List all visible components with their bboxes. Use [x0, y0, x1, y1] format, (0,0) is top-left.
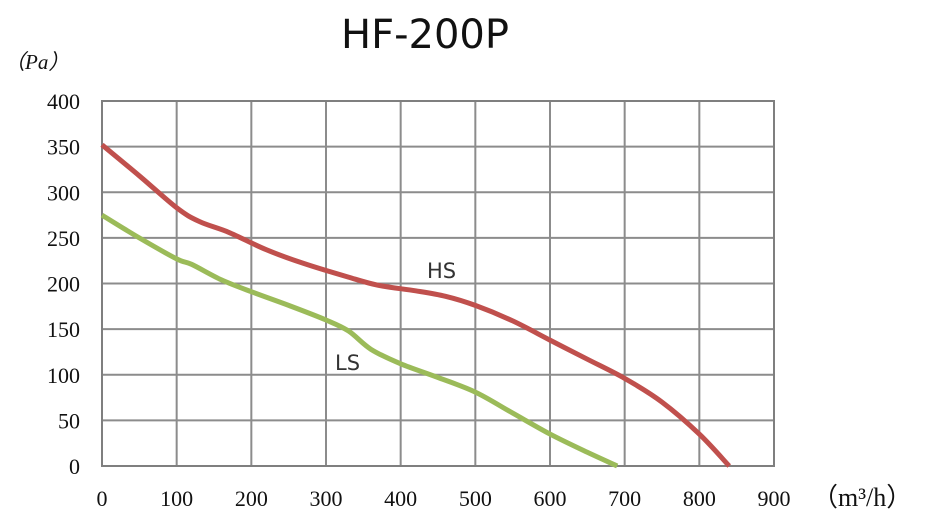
y-tick-label: 200 — [47, 272, 80, 297]
series-lines — [100, 142, 732, 469]
series-label-hs: HS — [427, 259, 456, 283]
x-tick-label: 300 — [310, 486, 343, 511]
series-label-ls: LS — [335, 351, 360, 375]
y-tick-label: 400 — [47, 89, 80, 114]
x-tick-label: 600 — [534, 486, 567, 511]
x-tick-label: 700 — [608, 486, 641, 511]
y-tick-label: 350 — [47, 135, 80, 160]
plot-area-frame — [101, 100, 775, 467]
x-axis-unit-label: （m³/h） — [812, 483, 912, 512]
chart-title: HF-200P — [341, 12, 509, 58]
x-tick-label: 800 — [683, 486, 716, 511]
x-tick-label: 500 — [459, 486, 492, 511]
x-tick-label: 400 — [384, 486, 417, 511]
y-tick-label: 0 — [69, 454, 80, 479]
y-tick-label: 250 — [47, 226, 80, 251]
series-line-ls — [100, 212, 619, 469]
y-axis-ticks: 0 50 100 150 200 250 300 350 400 — [47, 89, 80, 479]
x-tick-label: 900 — [758, 486, 791, 511]
x-axis-ticks: 0 100 200 300 400 500 600 700 800 900 — [97, 486, 791, 511]
y-axis-unit-label: （Pa） — [4, 50, 69, 74]
y-tick-label: 50 — [58, 408, 80, 433]
y-tick-label: 100 — [47, 363, 80, 388]
x-tick-label: 0 — [97, 486, 108, 511]
x-tick-label: 100 — [160, 486, 193, 511]
y-tick-label: 150 — [47, 317, 80, 342]
series-line-hs — [100, 142, 732, 468]
y-tick-label: 300 — [47, 180, 80, 205]
x-tick-label: 200 — [235, 486, 268, 511]
